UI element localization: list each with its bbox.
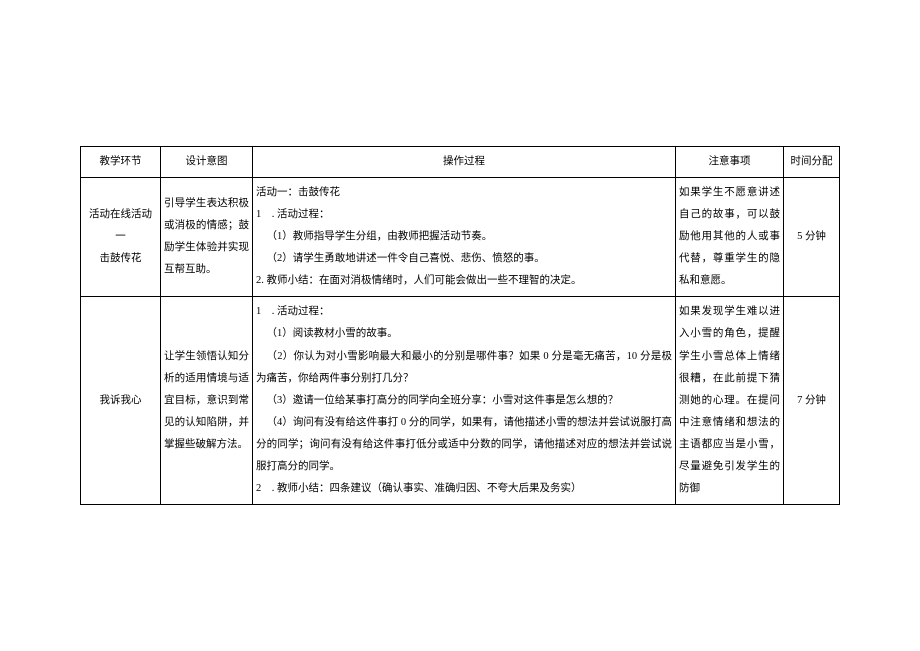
cell-process: 1 . 活动过程： （1）阅读教材小雪的故事。 （2）你认为对小雪影响最大和最小… — [253, 297, 676, 504]
col-header-segment: 教学环节 — [81, 147, 161, 178]
segment-line2: 击鼓传花 — [84, 248, 157, 270]
process-heading: 1 . 活动过程： — [256, 204, 672, 226]
cell-intent: 引导学生表达积极或消极的情感；鼓励学生体验并实现互帮互助。 — [161, 178, 253, 297]
col-header-intent: 设计意图 — [161, 147, 253, 178]
cell-intent: 让学生领悟认知分析的适用情境与适宜目标，意识到常见的认知陷阱，并掌握些破解方法。 — [161, 297, 253, 504]
process-heading: 1 . 活动过程： — [256, 301, 672, 323]
process-item: （3）邀请一位给某事打高分的同学向全班分享：小雪对这件事是怎么想的？ — [256, 390, 672, 412]
cell-notes: 如果发现学生难以进入小雪的角色，提醒学生小雪总体上情绪很糟，在此前提下猜测她的心… — [676, 297, 784, 504]
process-summary: 2 . 教师小结：四条建议（确认事实、准确归因、不夸大后果及务实） — [256, 478, 672, 500]
cell-process: 活动一：击鼓传花 1 . 活动过程： （1）教师指导学生分组，由教师把握活动节奏… — [253, 178, 676, 297]
document-page: 教学环节 设计意图 操作过程 注意事项 时间分配 活动在线活动一 击鼓传花 引导… — [0, 46, 920, 605]
process-item: （2）你认为对小雪影响最大和最小的分别是哪件事？如果 0 分是毫无痛苦，10 分… — [256, 346, 672, 390]
segment-line1: 活动在线活动一 — [84, 204, 157, 248]
process-summary: 2. 教师小结：在面对消极情绪时，人们可能会做出一些不理智的决定。 — [256, 270, 672, 292]
process-title: 活动一：击鼓传花 — [256, 182, 672, 204]
process-item: （1）教师指导学生分组，由教师把握活动节奏。 — [256, 226, 672, 248]
cell-segment: 我诉我心 — [81, 297, 161, 504]
cell-segment: 活动在线活动一 击鼓传花 — [81, 178, 161, 297]
col-header-time: 时间分配 — [784, 147, 840, 178]
lesson-plan-table: 教学环节 设计意图 操作过程 注意事项 时间分配 活动在线活动一 击鼓传花 引导… — [80, 146, 840, 505]
table-row: 活动在线活动一 击鼓传花 引导学生表达积极或消极的情感；鼓励学生体验并实现互帮互… — [81, 178, 840, 297]
col-header-process: 操作过程 — [253, 147, 676, 178]
cell-time: 5 分钟 — [784, 178, 840, 297]
table-header-row: 教学环节 设计意图 操作过程 注意事项 时间分配 — [81, 147, 840, 178]
cell-time: 7 分钟 — [784, 297, 840, 504]
table-row: 我诉我心 让学生领悟认知分析的适用情境与适宜目标，意识到常见的认知陷阱，并掌握些… — [81, 297, 840, 504]
process-item: （1）阅读教材小雪的故事。 — [256, 323, 672, 345]
cell-notes: 如果学生不愿意讲述自己的故事，可以鼓励他用其他的人或事代替，尊重学生的隐私和意愿… — [676, 178, 784, 297]
process-item: （2）请学生勇敢地讲述一件令自己喜悦、悲伤、愤怒的事。 — [256, 248, 672, 270]
process-item: （4）询问有没有给这件事打 0 分的同学，如果有，请他描述小雪的想法并尝试说服打… — [256, 412, 672, 478]
col-header-notes: 注意事项 — [676, 147, 784, 178]
